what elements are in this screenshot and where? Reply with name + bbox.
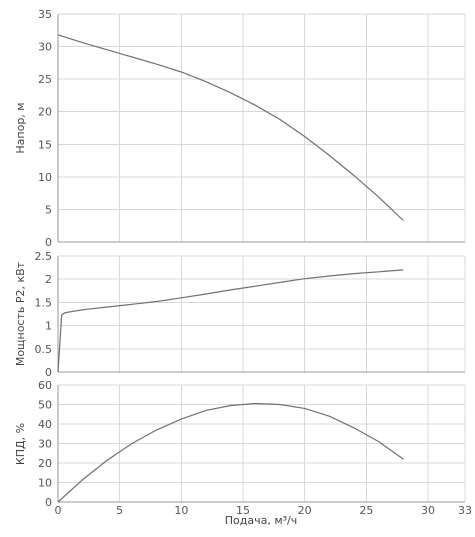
x-tick-label: 15 xyxy=(236,504,250,517)
y-tick-label: 2 xyxy=(45,273,52,286)
y-tick-label: 2.5 xyxy=(35,250,53,263)
x-axis-label: Подача, м³/ч xyxy=(225,514,298,527)
y-tick-label: 20 xyxy=(38,457,52,470)
x-tick-label: 25 xyxy=(359,504,373,517)
y-tick-label: 20 xyxy=(38,106,52,119)
y-tick-label: 0 xyxy=(45,366,52,379)
head-panel: 0 5 10 15 20 25 30 35 Напор, м xyxy=(14,8,466,249)
x-tick-label: 10 xyxy=(174,504,188,517)
y-tick-label: 0.5 xyxy=(35,343,53,356)
y-tick-label: 40 xyxy=(38,418,52,431)
y-tick-label: 0 xyxy=(45,496,52,509)
efficiency-panel: 0 10 20 30 40 50 60 0 5 10 15 20 25 30 33 КПД, % Пода… xyxy=(14,379,472,527)
y-tick-label: 25 xyxy=(38,73,52,86)
power-y-axis-label: Мощность P2, кВт xyxy=(14,261,27,366)
head-y-ticks: 0 5 10 15 20 25 30 35 xyxy=(38,8,52,249)
power-y-ticks: 0 0.5 1 1.5 2 2.5 xyxy=(35,250,53,379)
y-tick-label: 1 xyxy=(45,320,52,333)
y-tick-label: 50 xyxy=(38,399,52,412)
x-tick-label: 20 xyxy=(298,504,312,517)
head-curve xyxy=(57,34,404,221)
efficiency-y-axis-label: КПД, % xyxy=(14,423,27,465)
y-tick-label: 60 xyxy=(38,379,52,392)
power-curve xyxy=(57,269,404,373)
x-tick-label: 33 xyxy=(458,504,472,517)
power-panel: 0 0.5 1 1.5 2 2.5 Мощность P2, кВт xyxy=(14,250,466,379)
head-y-axis-label: Напор, м xyxy=(14,102,27,153)
y-tick-label: 30 xyxy=(38,41,52,54)
efficiency-curve xyxy=(57,402,404,503)
y-tick-label: 15 xyxy=(38,138,52,151)
y-tick-label: 10 xyxy=(38,171,52,184)
power-grid xyxy=(58,255,466,372)
x-tick-label: 5 xyxy=(116,504,123,517)
y-tick-label: 30 xyxy=(38,438,52,451)
y-tick-label: 5 xyxy=(45,203,52,216)
x-tick-label: 0 xyxy=(55,504,62,517)
y-tick-label: 35 xyxy=(38,8,52,21)
y-tick-label: 10 xyxy=(38,477,52,490)
y-tick-label: 1.5 xyxy=(35,296,53,309)
head-grid xyxy=(58,13,466,242)
y-tick-label: 0 xyxy=(45,236,52,249)
efficiency-y-ticks: 0 10 20 30 40 50 60 xyxy=(38,379,52,509)
efficiency-grid xyxy=(58,384,466,502)
efficiency-x-ticks: 0 5 10 15 20 25 30 33 xyxy=(55,504,473,517)
x-tick-label: 30 xyxy=(421,504,435,517)
